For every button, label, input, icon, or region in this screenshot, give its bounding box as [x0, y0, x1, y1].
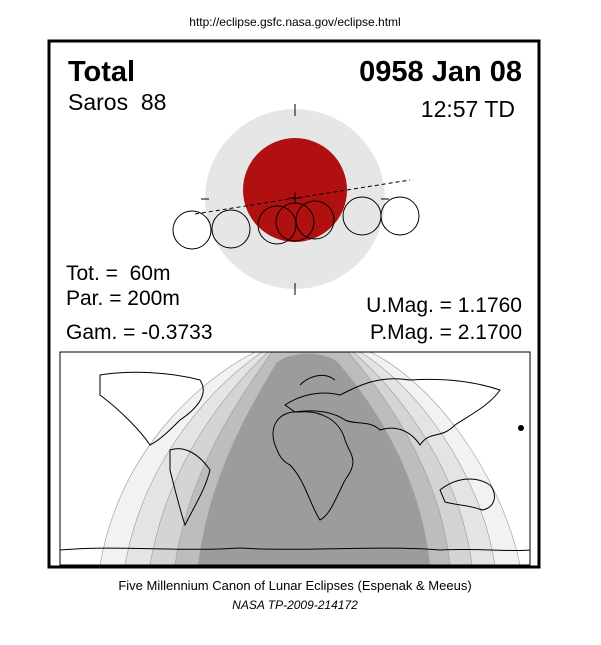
moon — [275, 202, 315, 242]
source-url: http://eclipse.gsfc.nasa.gov/eclipse.htm… — [189, 15, 400, 29]
saros: Saros 88 — [68, 89, 166, 115]
visibility-map — [59, 351, 531, 566]
gamma: Gam. = -0.3733 — [66, 321, 213, 344]
south-america — [169, 448, 211, 527]
moon — [211, 209, 251, 249]
penumbral-magnitude: P.Mag. = 2.1700 — [370, 321, 522, 344]
north-america — [99, 371, 204, 446]
footer-reference: NASA TP-2009-214172 — [232, 598, 358, 612]
moon-path — [194, 179, 411, 215]
map-border — [59, 351, 531, 566]
moon-positions — [172, 196, 420, 250]
total-duration: Tot. = 60m — [66, 262, 170, 285]
footer-title: Five Millennium Canon of Lunar Eclipses … — [118, 578, 471, 593]
moon — [172, 210, 212, 250]
moon — [380, 196, 420, 236]
umbra — [243, 138, 347, 242]
eclipse-date: 0958 Jan 08 — [359, 56, 522, 88]
time: 12:57 TD — [421, 96, 515, 122]
africa — [272, 411, 354, 521]
shadow-diagram — [172, 104, 420, 295]
moon — [295, 200, 335, 240]
totality-zone — [198, 353, 430, 565]
australia — [439, 478, 495, 511]
europe-coast — [299, 374, 336, 386]
moon — [257, 205, 297, 245]
coastlines — [59, 371, 531, 552]
antarctica — [59, 547, 531, 552]
eclipse-type: Total — [68, 56, 135, 88]
moon-position-marker — [518, 425, 524, 431]
partial-duration: Par. = 200m — [66, 287, 180, 310]
umbral-magnitude: U.Mag. = 1.1760 — [366, 294, 522, 317]
eurasia — [284, 378, 501, 446]
